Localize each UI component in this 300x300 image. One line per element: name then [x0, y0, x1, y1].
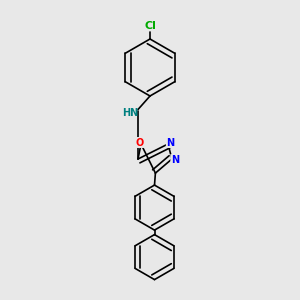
Text: Cl: Cl — [144, 21, 156, 31]
Text: HN: HN — [122, 107, 139, 118]
Text: N: N — [166, 137, 175, 148]
Text: O: O — [135, 137, 144, 148]
Text: N: N — [171, 154, 179, 165]
